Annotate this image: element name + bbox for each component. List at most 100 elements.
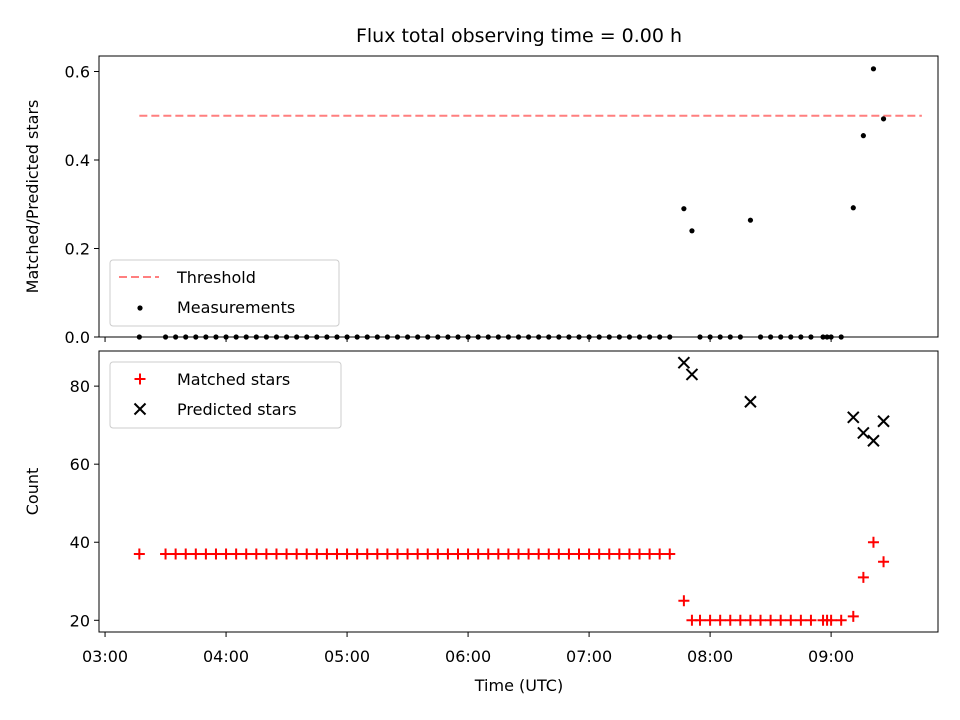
- data-point-matched-stars: [452, 548, 464, 560]
- x-tick-label: 08:00: [687, 647, 733, 666]
- data-point-matched-stars: [133, 548, 145, 560]
- x-tick-label: 09:00: [808, 647, 854, 666]
- data-point-measurements: [870, 66, 877, 72]
- data-point-matched-stars: [502, 548, 514, 560]
- data-point-matched-stars: [371, 548, 383, 560]
- data-point-matched-stars: [678, 595, 690, 607]
- data-point-matched-stars: [270, 548, 282, 560]
- y-tick-label-counts: 80: [70, 377, 90, 396]
- data-point-matched-stars: [805, 614, 817, 626]
- data-point-matched-stars: [634, 548, 646, 560]
- data-point-matched-stars: [180, 548, 192, 560]
- x-tick-label: 06:00: [445, 647, 491, 666]
- data-point-matched-stars: [623, 548, 635, 560]
- data-point-matched-stars: [301, 548, 313, 560]
- data-point-predicted-stars: [857, 426, 870, 440]
- data-point-matched-stars: [795, 614, 807, 626]
- data-point-matched-stars: [513, 548, 524, 560]
- data-point-matched-stars: [391, 548, 403, 560]
- data-point-measurements: [681, 206, 687, 212]
- data-point-matched-stars: [714, 614, 726, 626]
- data-point-predicted-stars: [677, 356, 691, 369]
- y-axis-label-counts: Count: [23, 468, 42, 516]
- x-tick-label: 05:00: [324, 647, 370, 666]
- data-point-matched-stars: [603, 548, 615, 560]
- data-point-matched-stars: [472, 548, 484, 560]
- y-tick-label-ratio: 0.0: [65, 328, 90, 347]
- x-tick-label: 07:00: [566, 647, 612, 666]
- data-point-matched-stars: [482, 548, 494, 560]
- data-point-matched-stars: [825, 614, 837, 626]
- data-point-matched-stars: [361, 548, 373, 560]
- data-point-matched-stars: [240, 548, 252, 560]
- legend-label: Matched stars: [177, 370, 290, 389]
- data-point-matched-stars: [291, 548, 303, 560]
- data-point-matched-stars: [220, 548, 232, 560]
- data-point-matched-stars: [533, 548, 545, 560]
- data-point-matched-stars: [644, 548, 656, 560]
- data-point-predicted-stars: [847, 411, 860, 424]
- data-point-predicted-stars: [744, 395, 757, 408]
- data-point-matched-stars: [381, 548, 393, 560]
- x-axis-label: Time (UTC): [474, 676, 563, 695]
- data-point-matched-stars: [200, 548, 212, 560]
- data-point-matched-stars: [230, 548, 242, 560]
- data-point-predicted-stars: [877, 415, 890, 428]
- data-point-matched-stars: [553, 548, 565, 560]
- data-point-matched-stars: [432, 548, 444, 560]
- y-tick-label-counts: 60: [70, 455, 90, 474]
- data-point-matched-stars: [867, 536, 879, 548]
- legend-box-ratio: [109, 259, 340, 327]
- data-point-predicted-stars: [867, 434, 880, 447]
- data-point-matched-stars: [593, 548, 605, 560]
- data-point-matched-stars: [492, 548, 504, 560]
- data-point-matched-stars: [835, 614, 847, 626]
- data-point-matched-stars: [412, 548, 424, 560]
- data-point-matched-stars: [744, 614, 756, 626]
- data-point-matched-stars: [573, 548, 585, 560]
- data-point-matched-stars: [613, 548, 625, 560]
- data-point-matched-stars: [583, 548, 595, 560]
- legend-box-counts: [109, 361, 342, 429]
- data-point-matched-stars: [281, 548, 293, 560]
- data-point-matched-stars: [402, 548, 414, 560]
- data-point-matched-stars: [331, 548, 343, 560]
- panel-counts: 20 40 60 80 03:00 04:00 05:00 06:00 07:00 08:00 09…: [23, 350, 939, 666]
- data-point-matched-stars: [563, 548, 575, 560]
- data-point-matched-stars: [442, 548, 454, 560]
- data-point-matched-stars: [311, 548, 323, 560]
- data-point-matched-stars: [734, 614, 746, 626]
- data-point-matched-stars: [704, 614, 716, 626]
- data-point-measurements: [860, 133, 866, 139]
- y-tick-label-counts: 20: [70, 611, 90, 630]
- data-point-matched-stars: [543, 548, 555, 560]
- y-tick-label-ratio: 0.2: [65, 239, 90, 258]
- data-point-matched-stars: [755, 614, 767, 626]
- data-point-matched-stars: [847, 610, 859, 622]
- legend-label: Measurements: [177, 298, 295, 317]
- y-axis-label-ratio: Matched/Predicted stars: [23, 100, 42, 294]
- data-point-matched-stars: [694, 614, 706, 626]
- data-point-matched-stars: [250, 548, 262, 560]
- data-point-matched-stars: [422, 548, 434, 560]
- data-point-matched-stars: [190, 548, 202, 560]
- data-point-measurements: [689, 228, 695, 234]
- data-point-matched-stars: [664, 548, 676, 560]
- data-point-predicted-stars: [685, 368, 699, 381]
- legend-label: Threshold: [176, 268, 256, 287]
- data-point-matched-stars: [462, 548, 474, 560]
- y-tick-label-ratio: 0.4: [65, 151, 90, 170]
- legend-swatch-measurements: [137, 305, 143, 311]
- panel-ratio: 0.0 0.2 0.4 0.6 Matched/Predicted stars Thres…: [23, 55, 939, 347]
- plot-frame-ratio: [98, 55, 939, 338]
- data-point-matched-stars: [785, 614, 797, 626]
- data-point-matched-stars: [210, 548, 222, 560]
- data-point-matched-stars: [160, 548, 172, 560]
- data-point-matched-stars: [321, 548, 333, 560]
- chart-title: Flux total observing time = 0.00 h: [356, 25, 682, 47]
- data-point-matched-stars: [260, 548, 272, 560]
- x-tick-label: 03:00: [82, 647, 128, 666]
- x-tick-label: 04:00: [203, 647, 249, 666]
- data-point-matched-stars: [341, 548, 353, 560]
